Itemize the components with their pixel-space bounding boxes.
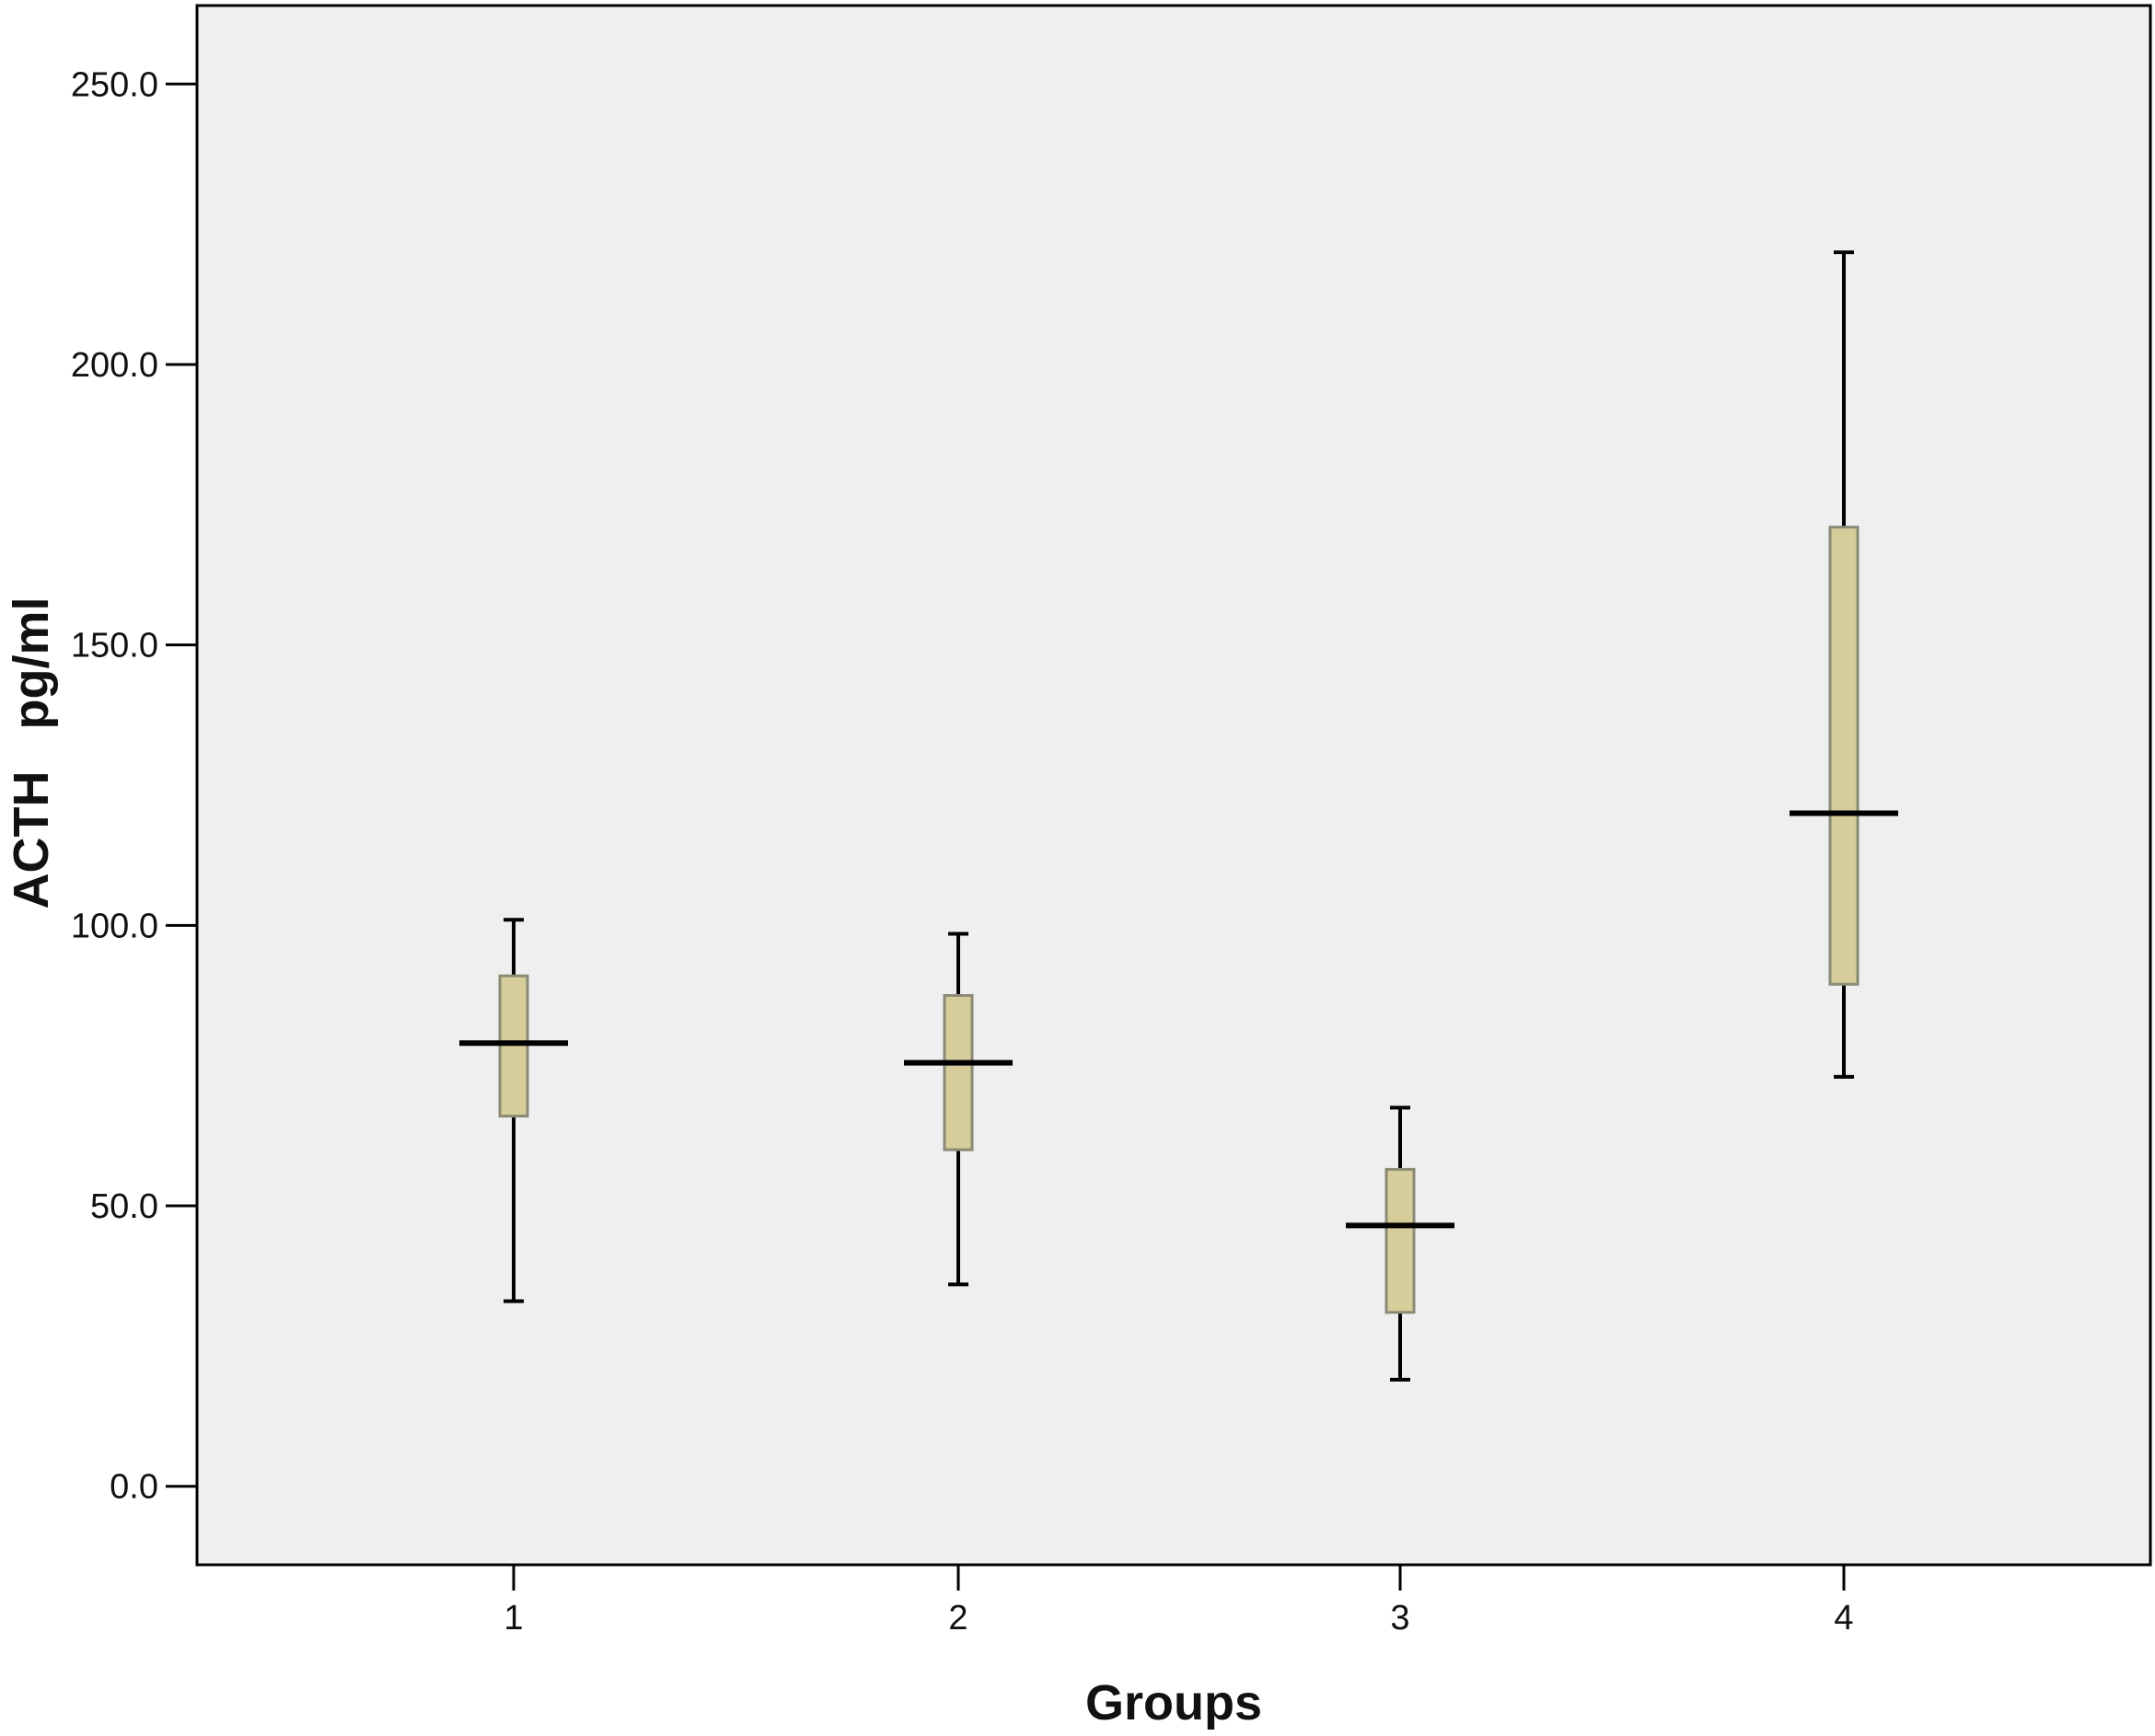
plot-area — [195, 4, 2152, 1567]
y-tick-label: 100.0 — [71, 907, 158, 945]
x-axis-title: Groups — [1085, 1675, 1262, 1730]
box-iqr — [1828, 526, 1860, 986]
box-iqr — [1385, 1167, 1416, 1314]
box-series — [459, 250, 1898, 1382]
y-tick-label: 0.0 — [110, 1468, 158, 1507]
y-axis: 0.0 50.0 100.0 150.0 200.0 250.0 — [71, 65, 197, 1507]
box-group-3 — [1346, 1105, 1454, 1382]
x-tick-label: 2 — [948, 1599, 967, 1638]
box-group-1 — [459, 918, 568, 1303]
x-tick-label: 4 — [1834, 1599, 1853, 1638]
x-tick-label: 3 — [1390, 1599, 1409, 1638]
box-iqr — [498, 974, 529, 1118]
box-group-2 — [904, 932, 1013, 1287]
y-tick-label: 200.0 — [71, 346, 158, 385]
x-axis: 1 2 3 4 — [504, 1565, 1854, 1638]
y-tick-label: 150.0 — [71, 627, 158, 665]
y-tick-label: 50.0 — [90, 1187, 158, 1226]
box-iqr — [943, 994, 974, 1152]
y-tick-label: 250.0 — [71, 65, 158, 104]
y-axis-title: ACTH pg/ml — [4, 597, 59, 909]
x-tick-label: 1 — [504, 1599, 523, 1638]
box-group-4 — [1790, 250, 1898, 1079]
